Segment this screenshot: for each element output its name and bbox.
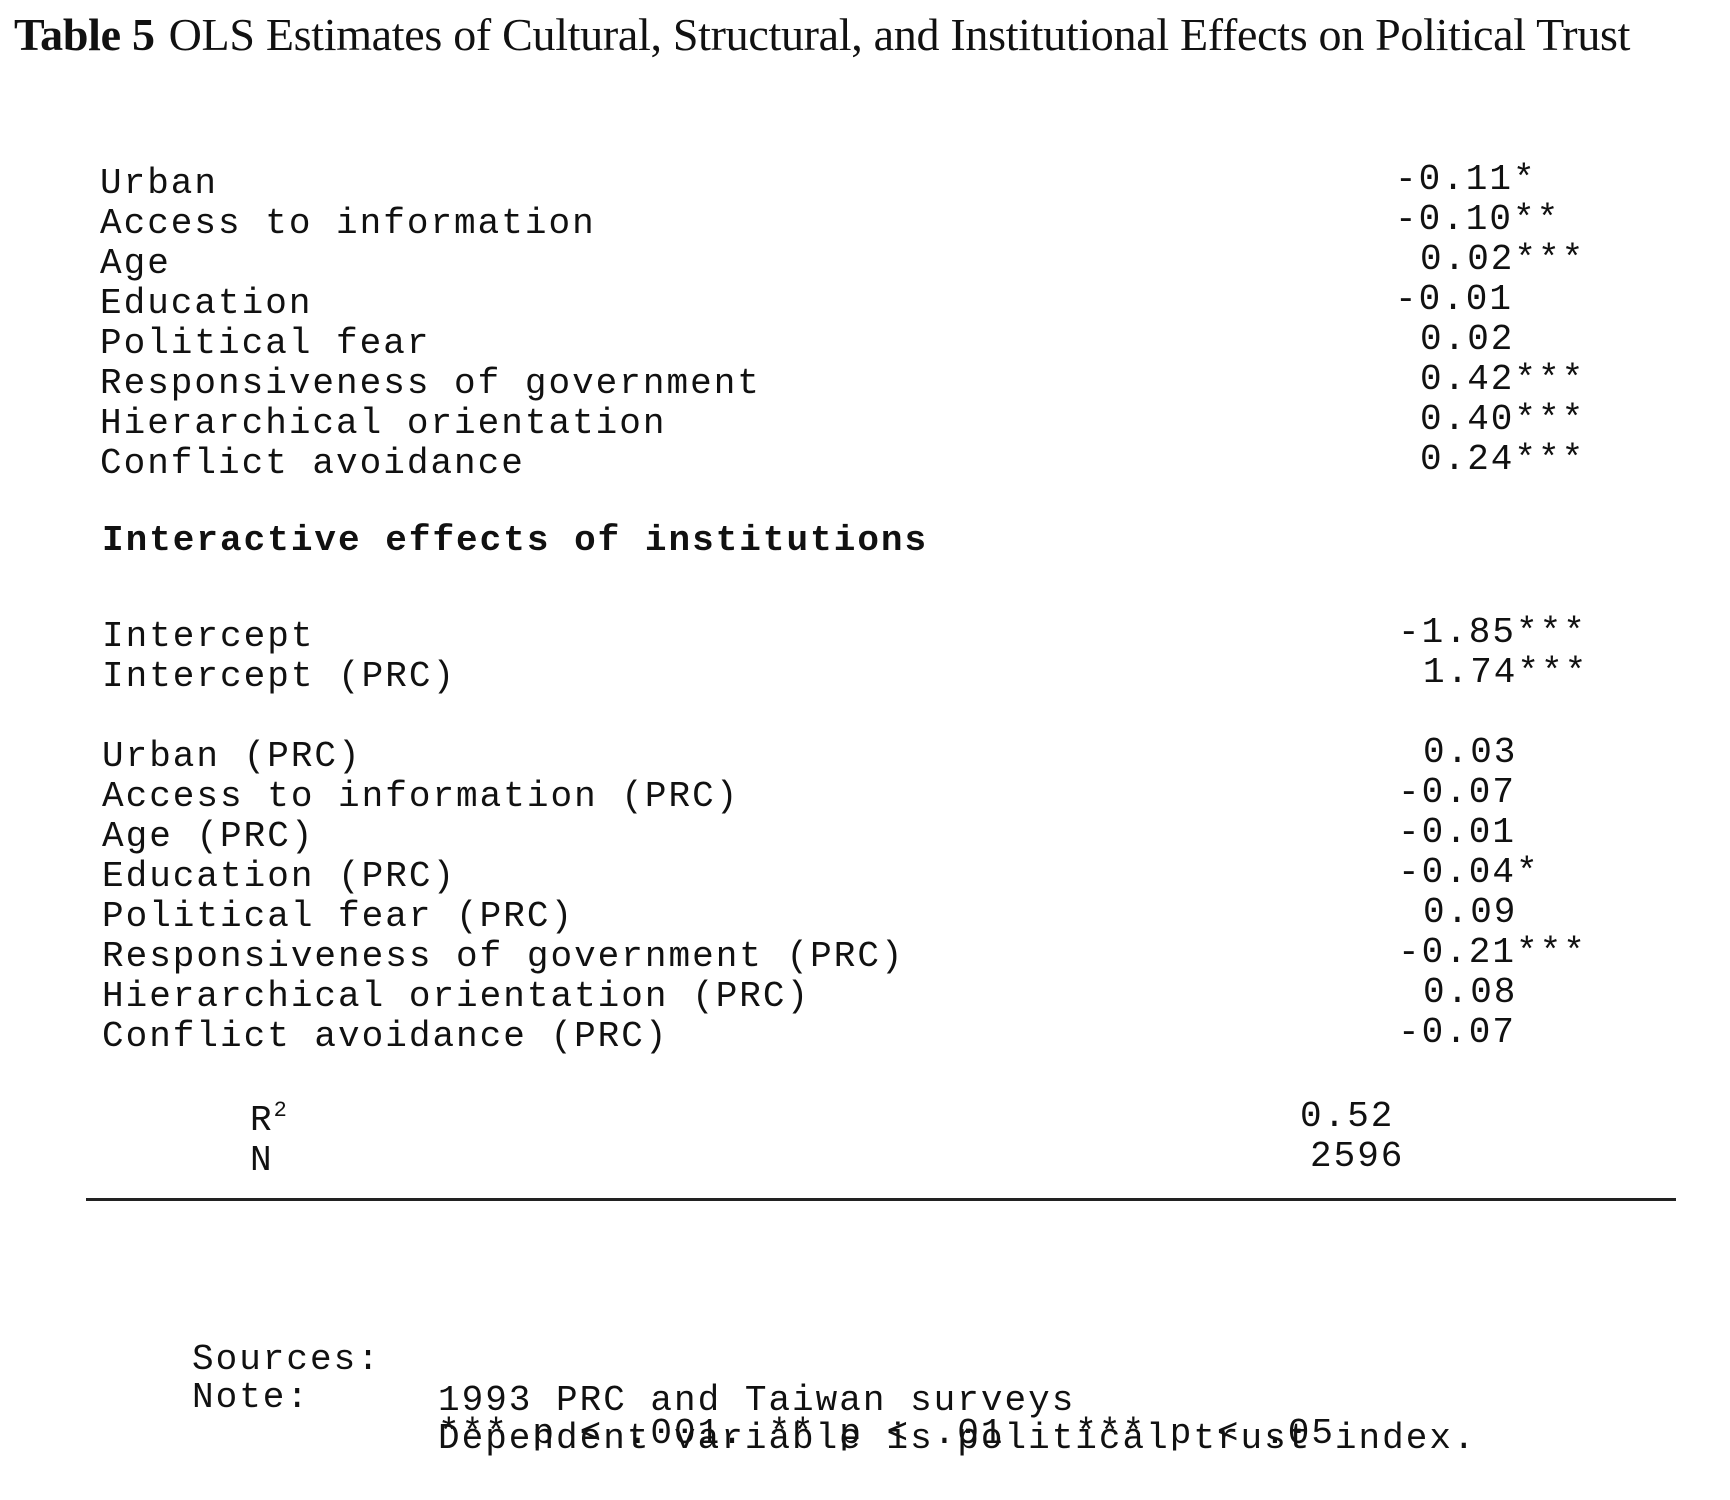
variable-label: Hierarchical orientation (PRC) (102, 976, 811, 1017)
table-row: Intercept (PRC) 1.74*** (0, 652, 1730, 697)
variable-label: Intercept (PRC) (102, 656, 457, 697)
table-row: Hierarchical orientation (PRC) 0.08 (0, 972, 1730, 1017)
r-squared-label: R2 (250, 1098, 287, 1142)
table-row: Intercept -1.85*** (0, 612, 1730, 657)
n-value: 2596 (1310, 1136, 1405, 1177)
variable-label: Urban (100, 163, 219, 204)
main-effects-block: Urban -0.11* Access to information -0.10… (0, 159, 1730, 1181)
section-heading: Interactive effects of institutions (102, 520, 929, 561)
table-row: Responsiveness of government (PRC) -0.21… (0, 932, 1730, 977)
r-squared-row: R2 0.52 (0, 1096, 1730, 1142)
variable-label: Responsiveness of government (100, 363, 761, 404)
variable-label: Age (PRC) (102, 816, 315, 857)
estimate-value: 0.09 (1423, 892, 1518, 933)
estimate-value: -0.10** (1395, 199, 1561, 240)
table-row: Urban -0.11* (0, 159, 1730, 204)
table-row: Political fear (PRC) 0.09 (0, 892, 1730, 937)
table-row: Hierarchical orientation 0.40*** (0, 399, 1730, 444)
estimate-value: 0.42*** (1420, 359, 1586, 400)
table-row: Political fear 0.02 (0, 319, 1730, 364)
estimate-value: -0.01 (1398, 812, 1517, 853)
estimate-value: 0.02*** (1420, 239, 1586, 280)
table-row: Access to information -0.10** (0, 199, 1730, 244)
significance-row: *** p < .001. ** p < .01 *** p < .05 (0, 1372, 1730, 1454)
estimate-value: -0.11* (1395, 159, 1537, 200)
estimate-value: -0.01 (1395, 279, 1514, 320)
footnotes: Sources: 1993 PRC and Taiwan surveys Not… (0, 1189, 1730, 1459)
estimate-value: -0.07 (1398, 772, 1517, 813)
variable-label: Education (PRC) (102, 856, 457, 897)
variable-label: Access to information (PRC) (102, 776, 740, 817)
estimate-value: -1.85*** (1398, 612, 1587, 653)
variable-label: Age (100, 243, 171, 284)
variable-label: Intercept (102, 616, 315, 657)
table-row: Conflict avoidance 0.24*** (0, 439, 1730, 484)
variable-label: Conflict avoidance (100, 443, 525, 484)
table-row: Age 0.02*** (0, 239, 1730, 284)
variable-label: Conflict avoidance (PRC) (102, 1016, 669, 1057)
table-caption: OLS Estimates of Cultural, Structural, a… (168, 9, 1631, 60)
estimate-value: 0.24*** (1420, 439, 1586, 480)
table-title: Table 5 OLS Estimates of Cultural, Struct… (14, 6, 1714, 64)
table-number: Table 5 (14, 9, 155, 60)
note-row: Note: Dependent variable is political tr… (0, 1336, 1730, 1459)
variable-label: Education (100, 283, 313, 324)
estimate-value: 0.40*** (1420, 399, 1586, 440)
variable-label: Political fear (100, 323, 431, 364)
table-row: Conflict avoidance (PRC) -0.07 (0, 1012, 1730, 1057)
r-squared-exponent: 2 (273, 1098, 287, 1123)
sources-row: Sources: 1993 PRC and Taiwan surveys (0, 1298, 1730, 1421)
estimate-value: 0.08 (1423, 972, 1518, 1013)
variable-label: Responsiveness of government (PRC) (102, 936, 905, 977)
table-row: Responsiveness of government 0.42*** (0, 359, 1730, 404)
estimate-value: -0.04* (1398, 852, 1540, 893)
estimate-value: 1.74*** (1423, 652, 1589, 693)
variable-label: Access to information (100, 203, 596, 244)
sources-label: Sources: (192, 1339, 381, 1380)
variable-label: Urban (PRC) (102, 736, 362, 777)
estimate-value: 0.03 (1423, 732, 1518, 773)
variable-label: Political fear (PRC) (102, 896, 575, 937)
table-row: Education (PRC) -0.04* (0, 852, 1730, 897)
table-row: Urban (PRC) 0.03 (0, 732, 1730, 777)
n-label: N (250, 1140, 274, 1181)
r-squared-letter: R (250, 1100, 274, 1141)
variable-label: Hierarchical orientation (100, 403, 667, 444)
significance-text: *** p < .001. ** p < .01 *** p < .05 (438, 1413, 1335, 1454)
table-bottom-rule (86, 1198, 1676, 1201)
table-row: Age (PRC) -0.01 (0, 812, 1730, 857)
estimate-value: 0.02 (1420, 319, 1515, 360)
table-row: Education -0.01 (0, 279, 1730, 324)
r-squared-value: 0.52 (1300, 1096, 1395, 1137)
n-row: N 2596 (0, 1136, 1730, 1181)
estimate-value: -0.07 (1398, 1012, 1517, 1053)
table-row: Access to information (PRC) -0.07 (0, 772, 1730, 817)
estimate-value: -0.21*** (1398, 932, 1587, 973)
